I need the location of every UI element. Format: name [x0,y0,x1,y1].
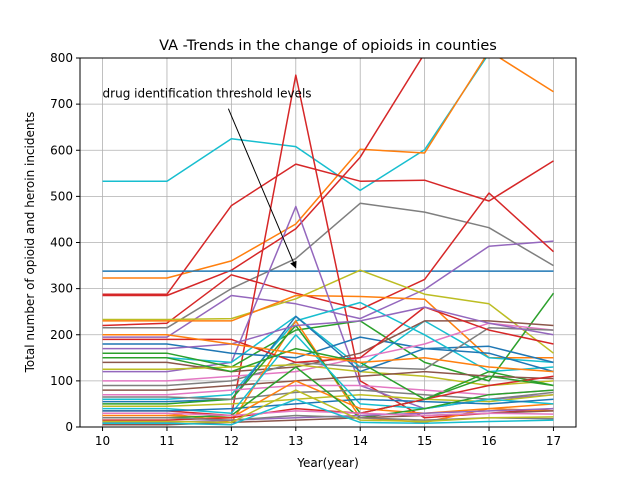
x-tick-label: 10 [95,434,110,448]
series-line [102,347,554,401]
series-line [102,334,554,373]
x-tick-label: 17 [546,434,561,448]
series-line [102,160,554,295]
y-tick-label: 600 [50,143,73,157]
y-axis-label: Total number of opioid and heroin incide… [23,112,37,374]
series-line [102,306,554,350]
series-line [102,389,554,401]
series-line [102,315,554,368]
y-tick-label: 500 [50,189,73,203]
series-line [102,398,554,412]
series-line [102,334,554,414]
series-line [102,292,555,382]
x-tick-label: 11 [159,434,174,448]
series-line [102,398,554,426]
series-line [102,384,554,396]
series-line [102,366,554,419]
y-tick-label: 800 [50,51,73,65]
series-line [102,380,554,419]
series-line [102,58,487,192]
series-group [102,58,555,426]
series-line [102,315,554,403]
y-tick-label: 100 [50,374,73,388]
x-tick-label: 16 [481,434,496,448]
series-line [102,269,554,354]
series-line [102,58,423,297]
series-line [102,336,554,364]
y-tick-label: 400 [50,236,73,250]
series-line [102,363,554,387]
series-line [102,370,554,391]
x-tick-label: 15 [417,434,432,448]
x-tick-label: 14 [353,434,368,448]
series-line [102,327,554,387]
series-line [102,192,555,327]
series-line [102,58,554,279]
x-tick-label: 13 [288,434,303,448]
chart-title: VA -Trends in the change of opioids in c… [159,38,497,54]
y-tick-label: 300 [50,282,73,296]
y-tick-label: 200 [50,328,73,342]
series-line [102,410,554,417]
y-tick-label: 700 [50,97,73,111]
x-tick-label: 12 [224,434,239,448]
annotation-text: drug identification threshold levels [103,87,312,101]
series-line [102,306,554,364]
y-tick-label: 0 [65,420,73,434]
x-axis-ticks: 10 11 12 13 14 15 16 17 [95,427,561,448]
series-line [102,202,554,329]
x-axis-label: Year(year) [296,456,359,470]
annotation-arrow [227,108,297,269]
series-line [102,389,554,424]
y-axis-ticks: 0 100 200 300 400 500 600 700 800 [50,51,80,434]
